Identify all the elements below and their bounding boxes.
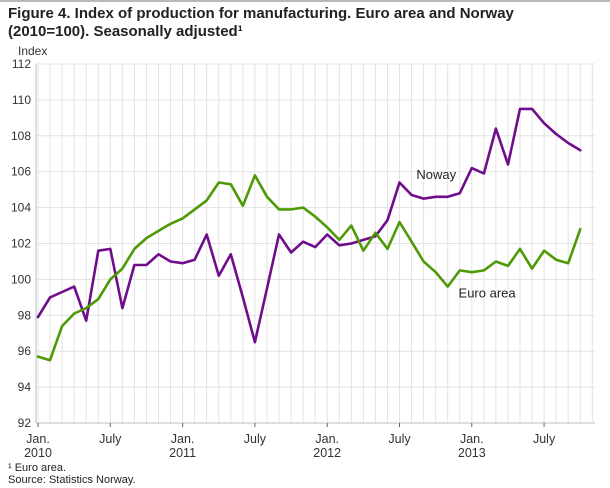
y-axis-title: Index <box>18 44 47 58</box>
y-tick-label: 108 <box>11 129 31 143</box>
x-tick-year-label: 2011 <box>169 446 196 460</box>
x-tick-label: July <box>388 432 411 446</box>
figure-title: Figure 4. Index of production for manufa… <box>8 5 604 41</box>
noway-line <box>36 107 582 344</box>
figure-title-line1: Figure 4. Index of production for manufa… <box>8 5 514 22</box>
x-tick-label: Jan. <box>315 432 339 446</box>
x-tick-label: July <box>533 432 556 446</box>
y-tick-label: 94 <box>18 380 32 394</box>
y-tick-label: 104 <box>11 201 31 215</box>
y-tick-label: 100 <box>11 272 31 286</box>
footnote-euro-area: ¹ Euro area. <box>8 462 67 474</box>
x-tick-year-label: 2013 <box>458 446 486 460</box>
footnotes: ¹ Euro area. Source: Statistics Norway. <box>8 462 136 486</box>
x-tick-label: Jan. <box>171 432 195 446</box>
footnote-source: Source: Statistics Norway. <box>8 474 136 486</box>
x-tick-label: July <box>244 432 267 446</box>
x-tick-label: Jan. <box>26 432 50 446</box>
series-label-euro-area: Euro area <box>459 285 517 300</box>
figure-title-line2: (2010=100). Seasonally adjusted¹ <box>8 23 243 40</box>
euro-area-line <box>36 174 582 362</box>
y-tick-label: 92 <box>18 416 32 430</box>
y-tick-label: 102 <box>11 237 31 251</box>
x-tick-year-label: 2010 <box>24 446 52 460</box>
y-tick-label: 98 <box>18 308 32 322</box>
x-tick-label: July <box>99 432 122 446</box>
series-label-noway: Noway <box>416 167 456 182</box>
y-tick-label: 106 <box>11 165 31 179</box>
y-tick-label: 112 <box>12 57 31 71</box>
chart-canvas: 92949698100102104106108110112IndexJan.20… <box>11 44 595 460</box>
x-tick-year-label: 2012 <box>313 446 341 460</box>
x-tick-label: Jan. <box>460 432 484 446</box>
y-tick-label: 96 <box>18 344 32 358</box>
y-tick-label: 110 <box>12 93 31 107</box>
